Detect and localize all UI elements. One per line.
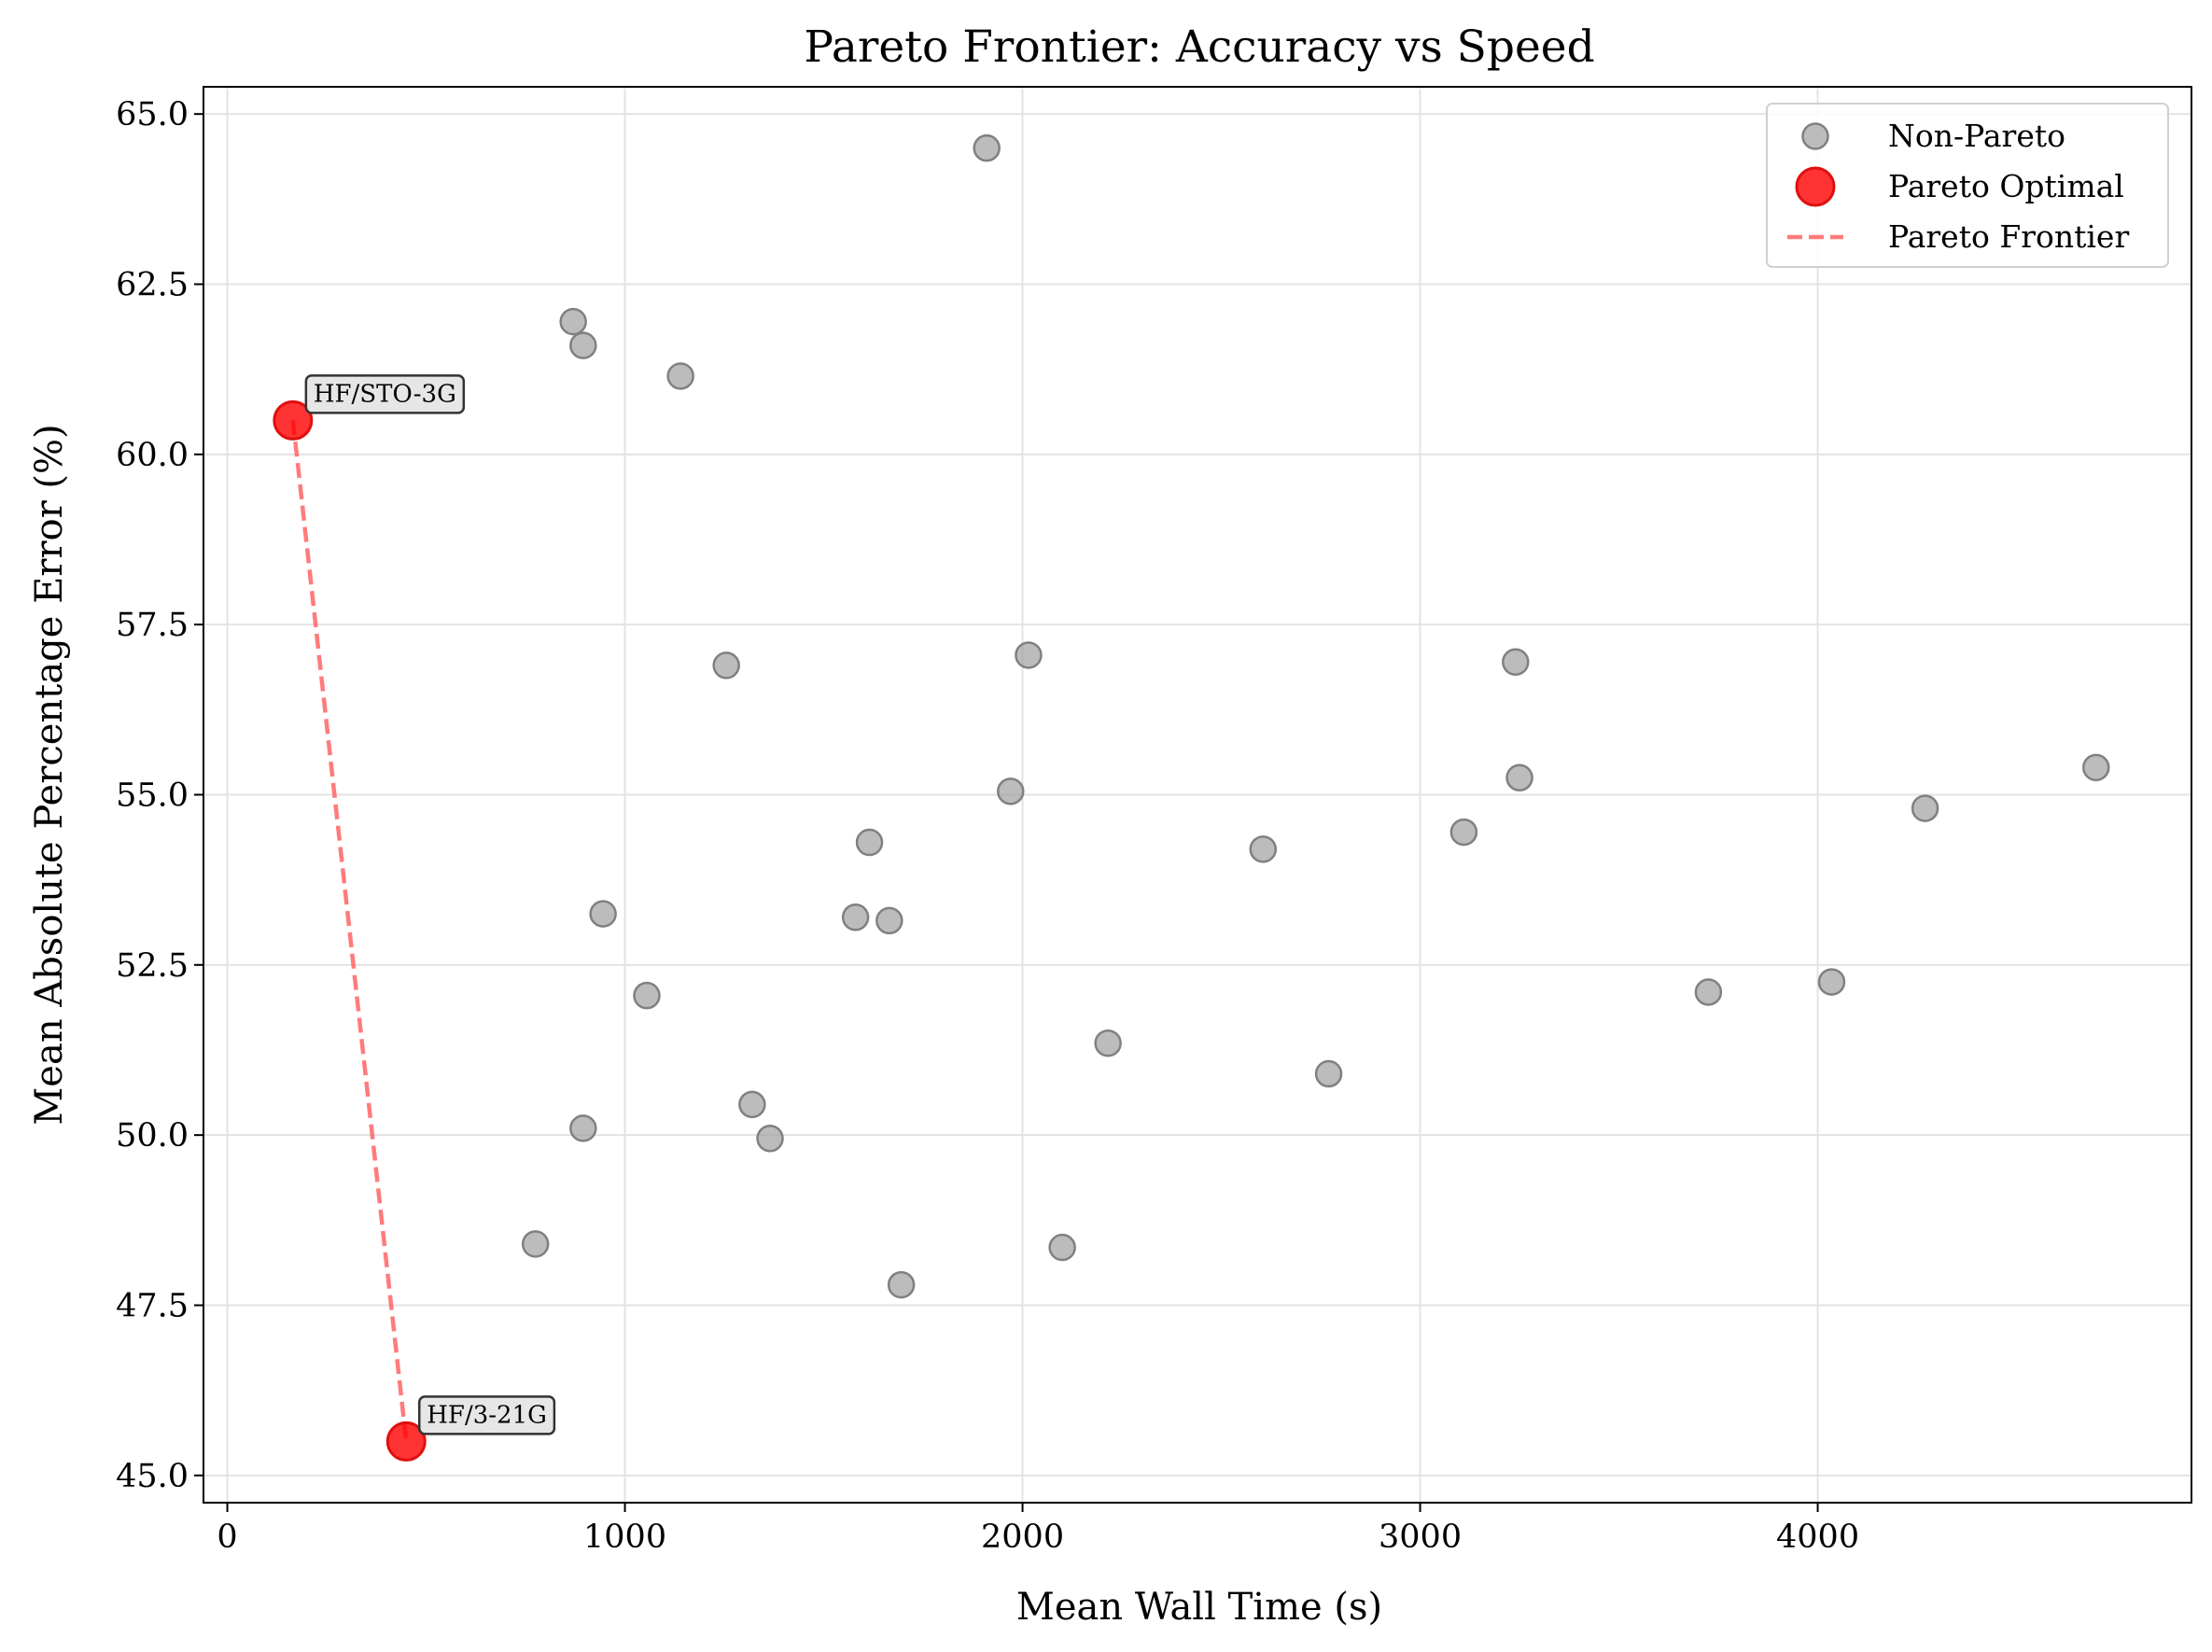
legend: Non-Pareto Pareto Optimal Pareto Frontier	[1766, 103, 2169, 268]
y-tick-label: 60.0	[116, 437, 189, 474]
chart-title: Pareto Frontier: Accuracy vs Speed	[804, 21, 1594, 73]
y-tick-label: 62.5	[116, 267, 189, 304]
non-pareto-point	[712, 651, 740, 679]
non-pareto-point	[1449, 818, 1478, 847]
non-pareto-point	[997, 777, 1025, 805]
legend-marker-pareto-optimal	[1795, 166, 1836, 207]
non-pareto-point	[1048, 1233, 1076, 1262]
legend-label: Non-Pareto	[1888, 118, 2065, 154]
legend-frame	[1766, 103, 2169, 268]
non-pareto-point	[1505, 763, 1533, 792]
legend-label: Pareto Frontier	[1888, 218, 2129, 255]
non-pareto-point	[887, 1270, 916, 1299]
series-layer: HF/STO-3G HF/3-21G	[273, 133, 2110, 1462]
y-tick-label: 55.0	[116, 777, 189, 815]
non-pareto-point	[2082, 753, 2110, 782]
non-pareto-point	[1314, 1059, 1343, 1088]
non-pareto-point	[1094, 1029, 1122, 1057]
non-pareto-point	[521, 1230, 550, 1258]
non-pareto-point	[589, 900, 617, 928]
non-pareto-point	[1911, 794, 1939, 822]
y-tick-label: 50.0	[116, 1117, 189, 1155]
annotation-label: HF/3-21G	[427, 1401, 547, 1429]
non-pareto-point	[738, 1090, 766, 1119]
x-tick-label: 4000	[1776, 1519, 1859, 1556]
y-tick-label: 52.5	[116, 947, 189, 985]
y-tick-label: 65.0	[116, 96, 189, 133]
non-pareto-point	[855, 828, 884, 857]
x-tick-label: 0	[217, 1519, 237, 1556]
pareto-point-annotation: HF/3-21G	[418, 1395, 556, 1435]
non-pareto-point	[1817, 968, 1846, 996]
x-tick-label: 3000	[1379, 1519, 1462, 1556]
legend-label: Pareto Optimal	[1888, 168, 2124, 204]
x-tick-label: 2000	[981, 1519, 1064, 1556]
non-pareto-point	[973, 133, 1001, 162]
non-pareto-point	[559, 307, 587, 336]
x-axis-label: Mean Wall Time (s)	[1016, 1586, 1382, 1629]
non-pareto-point	[841, 903, 870, 931]
annotation-box	[304, 374, 466, 414]
non-pareto-point	[569, 1114, 597, 1142]
non-pareto-point	[1249, 835, 1278, 863]
y-axis-label: Mean Absolute Percentage Error (%)	[28, 424, 71, 1125]
non-pareto-point	[875, 906, 903, 935]
non-pareto-point	[633, 981, 661, 1010]
non-pareto-point	[1694, 978, 1723, 1006]
non-pareto-point	[569, 331, 597, 359]
x-tick-label: 1000	[583, 1519, 666, 1556]
y-tick-label: 47.5	[116, 1287, 189, 1324]
pareto-optimal-point	[385, 1421, 427, 1462]
annotation-label: HF/STO-3G	[314, 380, 456, 408]
y-tick-label: 45.0	[116, 1458, 189, 1495]
legend-marker-non-pareto	[1801, 122, 1829, 150]
non-pareto-point	[1015, 641, 1043, 669]
non-pareto-point	[756, 1125, 784, 1153]
pareto-optimal-point	[273, 399, 314, 441]
y-tick-label: 57.5	[116, 607, 189, 644]
non-pareto-point	[1502, 648, 1530, 677]
pareto-point-annotation: HF/STO-3G	[304, 374, 466, 414]
non-pareto-point	[666, 362, 694, 390]
annotation-box	[418, 1395, 556, 1435]
axis-ticks: 0 1000 2000 3000 4000 45.0 47.5 50.0 52.5 55.0 57.…	[116, 96, 1859, 1556]
